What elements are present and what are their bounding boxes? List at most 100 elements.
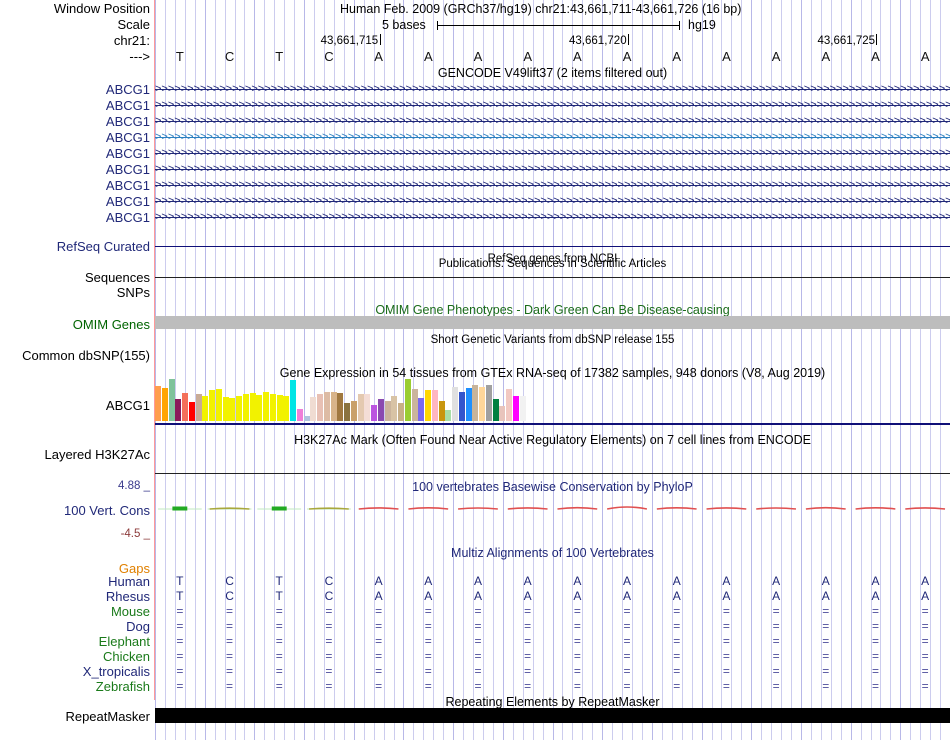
multiz-species-label[interactable]: Chicken <box>103 649 150 664</box>
gtex-tissue-bar[interactable] <box>445 409 452 421</box>
gtex-tissue-bar[interactable] <box>222 397 229 421</box>
multiz-base-cell: = <box>176 619 184 633</box>
gencode-gene-label[interactable]: ABCG1 <box>105 146 150 161</box>
gtex-tissue-bar[interactable] <box>431 390 438 421</box>
gtex-tissue-bar[interactable] <box>283 396 290 421</box>
gencode-gene-label[interactable]: ABCG1 <box>105 98 150 113</box>
gtex-tissue-bar[interactable] <box>344 402 351 421</box>
gtex-tissue-bar[interactable] <box>452 386 459 421</box>
gtex-tissue-bar[interactable] <box>479 386 486 421</box>
gtex-tissue-bar[interactable] <box>357 393 364 421</box>
phylop-bar <box>656 507 697 510</box>
gencode-gene-label[interactable]: ABCG1 <box>105 194 150 209</box>
gtex-tissue-bar[interactable] <box>384 400 391 421</box>
multiz-base-cell: C <box>324 589 334 603</box>
multiz-base-cell: = <box>226 634 234 648</box>
label-omim-genes: OMIM Genes <box>72 317 150 332</box>
gtex-tissue-bar[interactable] <box>209 390 216 421</box>
gtex-tissue-bar[interactable] <box>411 389 418 421</box>
gtex-tissue-bar[interactable] <box>519 396 526 421</box>
gtex-tissue-bar[interactable] <box>296 408 303 421</box>
gtex-tissue-bar[interactable] <box>229 398 236 421</box>
gtex-tissue-bar[interactable] <box>438 400 445 421</box>
gtex-tissue-bar[interactable] <box>168 379 175 421</box>
gencode-gene-row[interactable]: >>>>>>>>>>>>>>>>>>>>>>>>>>>>>>>>>>>>>>>>… <box>155 178 950 193</box>
gtex-tissue-bar[interactable] <box>195 393 202 421</box>
gencode-gene-label[interactable]: ABCG1 <box>105 178 150 193</box>
gencode-gene-row[interactable]: >>>>>>>>>>>>>>>>>>>>>>>>>>>>>>>>>>>>>>>>… <box>155 162 950 177</box>
gtex-tissue-bar[interactable] <box>215 389 222 421</box>
gencode-gene-row[interactable]: >>>>>>>>>>>>>>>>>>>>>>>>>>>>>>>>>>>>>>>>… <box>155 194 950 209</box>
gencode-gene-label[interactable]: ABCG1 <box>105 162 150 177</box>
multiz-base-cell: = <box>275 604 283 618</box>
gtex-tissue-bar[interactable] <box>317 393 324 421</box>
gtex-tissue-bar[interactable] <box>249 392 256 421</box>
multiz-species-label[interactable]: Human <box>108 574 150 589</box>
gtex-tissue-bar[interactable] <box>472 384 479 421</box>
gtex-tissue-bar[interactable] <box>263 391 270 421</box>
gtex-tissue-bar[interactable] <box>371 405 378 421</box>
gtex-tissue-bar[interactable] <box>236 396 243 421</box>
gtex-tissue-bar[interactable] <box>485 384 492 421</box>
gencode-gene-row[interactable]: >>>>>>>>>>>>>>>>>>>>>>>>>>>>>>>>>>>>>>>>… <box>155 146 950 161</box>
gtex-tissue-bar[interactable] <box>303 416 310 421</box>
multiz-species-label[interactable]: Rhesus <box>105 589 150 604</box>
gencode-gene-row[interactable]: >>>>>>>>>>>>>>>>>>>>>>>>>>>>>>>>>>>>>>>>… <box>155 130 950 145</box>
gtex-tissue-bar[interactable] <box>175 399 182 421</box>
gtex-tissue-bar[interactable] <box>465 388 472 421</box>
gtex-tissue-bar[interactable] <box>161 388 168 421</box>
multiz-base-cell: = <box>822 604 830 618</box>
gtex-tissue-bar[interactable] <box>404 379 411 421</box>
multiz-species-label[interactable]: Dog <box>126 619 150 634</box>
gtex-tissue-bar[interactable] <box>256 394 263 421</box>
gencode-gene-row[interactable]: >>>>>>>>>>>>>>>>>>>>>>>>>>>>>>>>>>>>>>>>… <box>155 114 950 129</box>
gtex-tissue-bar[interactable] <box>418 398 425 421</box>
base-letter: T <box>175 49 184 64</box>
multiz-base-cell: A <box>473 589 482 603</box>
gencode-gene-label[interactable]: ABCG1 <box>105 130 150 145</box>
gencode-gene-row[interactable]: >>>>>>>>>>>>>>>>>>>>>>>>>>>>>>>>>>>>>>>>… <box>155 82 950 97</box>
label-scale: Scale <box>117 17 150 32</box>
gene-axis-line <box>155 89 950 90</box>
gencode-gene-label[interactable]: ABCG1 <box>105 82 150 97</box>
gtex-tissue-bar[interactable] <box>425 390 432 421</box>
label-gtex-gene: ABCG1 <box>105 398 150 413</box>
gencode-gene-label[interactable]: ABCG1 <box>105 210 150 225</box>
gtex-tissue-bar[interactable] <box>377 399 384 421</box>
gencode-gene-row[interactable]: >>>>>>>>>>>>>>>>>>>>>>>>>>>>>>>>>>>>>>>>… <box>155 210 950 225</box>
gtex-tissue-bar[interactable] <box>323 391 330 421</box>
gtex-tissue-bar[interactable] <box>506 389 513 421</box>
gtex-tissue-bar[interactable] <box>391 396 398 421</box>
gencode-gene-row[interactable]: >>>>>>>>>>>>>>>>>>>>>>>>>>>>>>>>>>>>>>>>… <box>155 98 950 113</box>
gtex-tissue-bar[interactable] <box>182 392 189 421</box>
gtex-tissue-bar[interactable] <box>330 391 337 421</box>
gtex-tissue-bar[interactable] <box>512 396 519 421</box>
gtex-tissue-bar[interactable] <box>310 397 317 421</box>
multiz-species-label[interactable]: X_tropicalis <box>82 664 150 679</box>
phylop-conservation-wiggle <box>157 506 946 511</box>
gtex-tissue-bar[interactable] <box>458 391 465 421</box>
multiz-base-cell: A <box>672 574 681 588</box>
gtex-tissue-bar[interactable] <box>202 396 209 421</box>
gtex-tissue-bar[interactable] <box>337 392 344 421</box>
gtex-tissue-bar[interactable] <box>492 399 499 421</box>
gtex-tissue-bar[interactable] <box>290 380 297 421</box>
gtex-tissue-bar[interactable] <box>398 402 405 421</box>
multiz-species-label[interactable]: Elephant <box>98 634 150 649</box>
gtex-tissue-bar[interactable] <box>350 400 357 421</box>
gtex-tissue-bar[interactable] <box>526 392 533 421</box>
gtex-tissue-bar[interactable] <box>188 401 195 421</box>
gene-axis-line <box>155 169 950 170</box>
gtex-tissue-bar[interactable] <box>155 385 162 421</box>
multiz-species-label[interactable]: Zebrafish <box>95 679 150 694</box>
gtex-tissue-bar[interactable] <box>276 394 283 421</box>
gtex-tissue-bar[interactable] <box>269 393 276 421</box>
multiz-base-cell: = <box>325 619 333 633</box>
gtex-tissue-bar[interactable] <box>364 393 371 421</box>
multiz-species-label[interactable]: Mouse <box>110 604 150 619</box>
gtex-tissue-bar[interactable] <box>242 393 249 421</box>
gtex-tissue-bar[interactable] <box>499 406 506 421</box>
phylop-bar <box>756 507 797 510</box>
multiz-base-cell: = <box>871 619 879 633</box>
gencode-gene-label[interactable]: ABCG1 <box>105 114 150 129</box>
